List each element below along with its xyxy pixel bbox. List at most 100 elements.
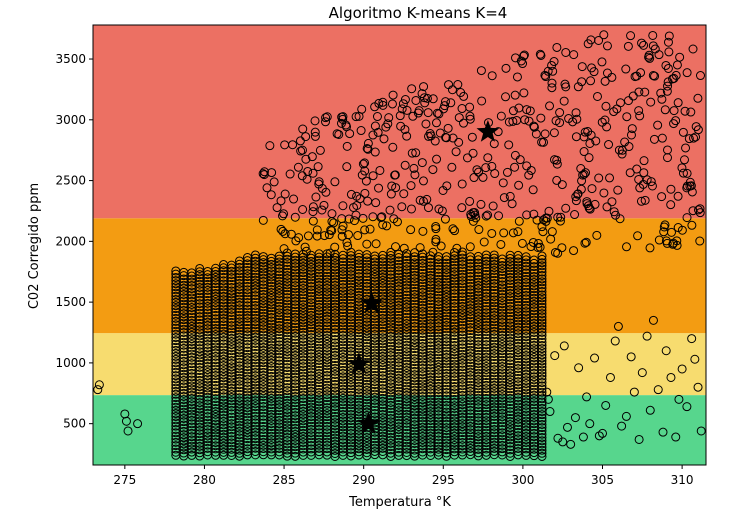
data-point <box>407 84 417 94</box>
data-point <box>693 93 703 103</box>
data-point <box>496 111 506 121</box>
data-point <box>571 192 581 202</box>
data-point <box>638 179 648 189</box>
data-point <box>650 71 660 81</box>
data-point <box>537 371 547 381</box>
data-point <box>537 261 547 271</box>
data-point <box>649 134 659 144</box>
data-point <box>537 423 547 433</box>
data-point <box>646 177 656 187</box>
data-point <box>645 53 655 63</box>
data-point <box>537 321 547 331</box>
data-point <box>507 199 517 209</box>
data-point <box>467 132 477 142</box>
x-tick-label: 300 <box>511 473 534 487</box>
data-point <box>540 129 550 139</box>
data-point <box>664 31 674 41</box>
data-point <box>684 134 694 144</box>
centroid-3 <box>360 291 383 314</box>
data-point <box>669 119 679 129</box>
data-point <box>537 448 547 458</box>
data-point <box>623 96 633 106</box>
data-point <box>498 178 508 188</box>
data-point <box>659 222 669 232</box>
data-point <box>362 239 372 249</box>
data-point <box>691 122 701 132</box>
data-point <box>432 154 442 164</box>
data-point <box>510 150 520 160</box>
data-point <box>452 243 462 253</box>
data-point <box>543 394 553 404</box>
data-point <box>573 189 583 199</box>
data-point <box>687 334 697 344</box>
data-point <box>688 44 698 54</box>
data-point <box>489 250 499 260</box>
data-point <box>614 145 624 155</box>
data-point <box>499 193 509 203</box>
data-point <box>330 242 340 252</box>
data-point <box>431 237 441 247</box>
data-point <box>677 163 687 173</box>
y-axis-label: C02 Corregido ppm <box>27 183 42 309</box>
data-point <box>410 170 420 180</box>
data-point <box>537 419 547 429</box>
data-point <box>537 344 547 354</box>
data-point <box>343 241 353 251</box>
data-point <box>584 153 594 163</box>
data-point <box>431 234 441 244</box>
data-point <box>406 181 416 191</box>
data-point <box>365 224 375 234</box>
data-point <box>673 98 683 108</box>
data-point <box>417 158 427 168</box>
data-point <box>537 334 547 344</box>
data-point <box>578 432 588 442</box>
data-point <box>428 247 438 257</box>
plot-frame <box>92 24 707 466</box>
data-point <box>278 226 288 236</box>
centroid-markers <box>347 120 500 434</box>
data-point <box>579 147 589 157</box>
data-point <box>662 86 672 96</box>
data-point <box>525 106 535 116</box>
data-point <box>607 72 617 82</box>
data-point <box>617 421 627 431</box>
data-point <box>459 118 469 128</box>
data-point <box>537 368 547 378</box>
data-point <box>574 363 584 373</box>
data-point <box>388 142 398 152</box>
data-point <box>310 131 320 141</box>
data-point <box>444 80 454 90</box>
data-point <box>538 227 548 237</box>
x-axis-label: Temperatura °K <box>348 495 451 510</box>
centroid-2 <box>347 352 371 374</box>
data-point <box>278 211 288 221</box>
data-point <box>623 41 633 51</box>
data-point <box>673 191 683 201</box>
data-point <box>368 212 378 222</box>
data-point <box>308 202 318 212</box>
data-point <box>550 351 560 361</box>
data-point <box>537 305 547 315</box>
data-point <box>599 30 609 40</box>
data-point <box>514 180 524 190</box>
data-point <box>345 129 355 139</box>
data-point <box>342 237 352 247</box>
data-point <box>687 220 697 230</box>
data-point <box>301 154 311 164</box>
data-point <box>580 238 590 248</box>
data-point <box>549 155 559 165</box>
data-point <box>384 113 394 123</box>
data-point <box>680 106 690 116</box>
data-point <box>627 124 637 134</box>
data-point <box>695 204 705 214</box>
data-point <box>657 94 667 104</box>
data-point <box>276 224 286 234</box>
data-point <box>568 117 578 127</box>
data-point <box>512 72 522 82</box>
data-point <box>686 107 696 117</box>
data-point <box>561 47 571 57</box>
y-tick-label: 3000 <box>55 113 86 127</box>
data-point <box>622 112 632 122</box>
data-point <box>626 31 636 41</box>
data-point <box>658 427 668 437</box>
